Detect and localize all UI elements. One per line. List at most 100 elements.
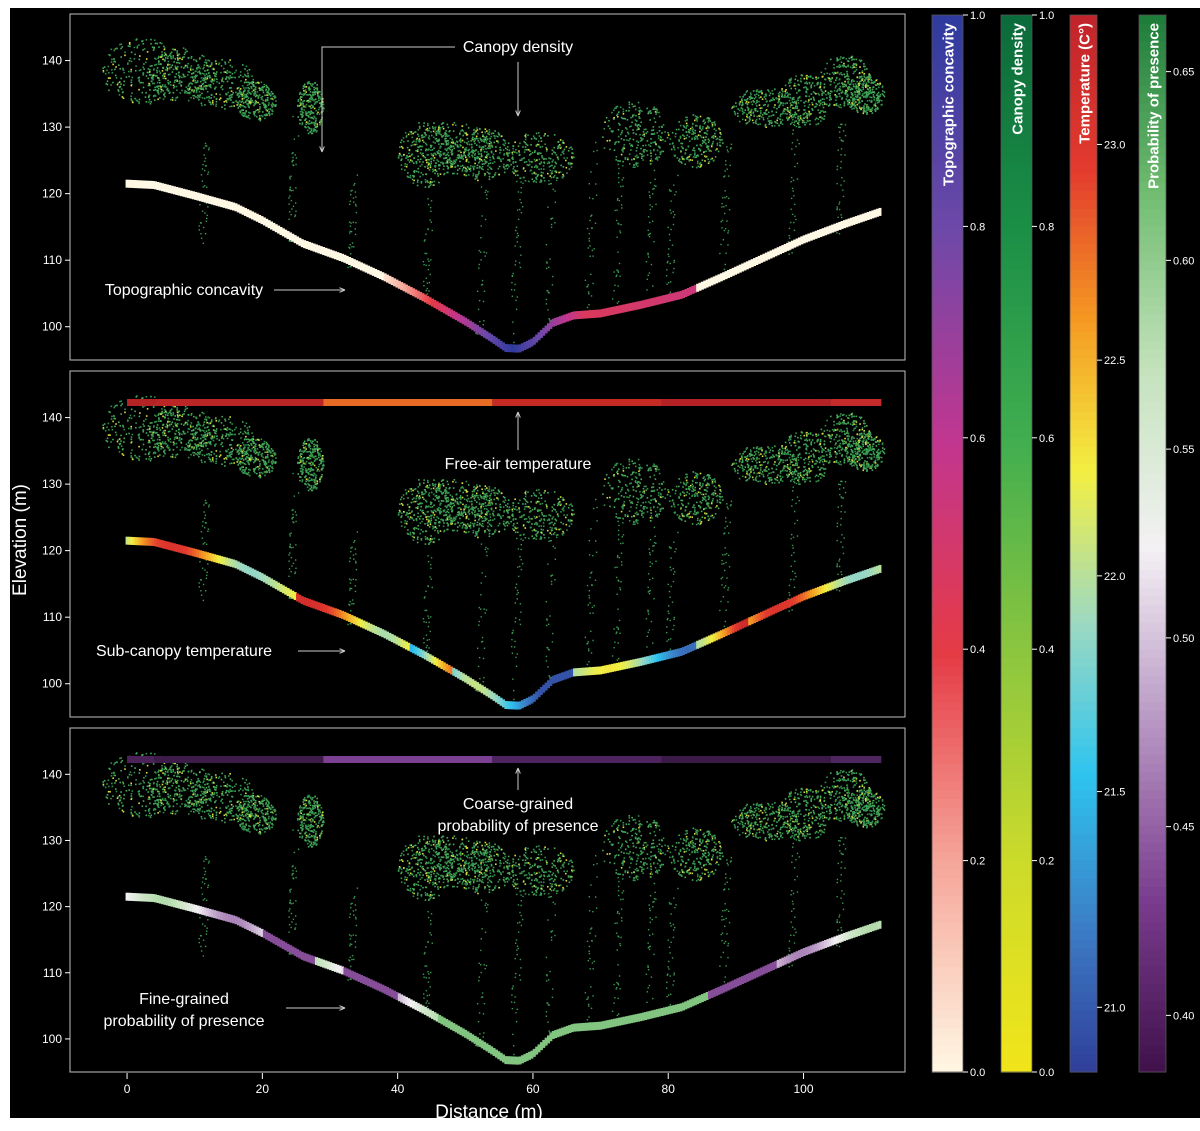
canopy-point [847,87,849,89]
canopy-point [314,93,316,95]
canopy-point [702,159,704,161]
canopy-point [693,149,695,151]
canopy-point [198,99,200,101]
canopy-point [686,125,688,127]
canopy-point [661,126,663,128]
canopy-point [268,112,270,114]
canopy-point [435,169,437,171]
canopy-point [855,83,857,85]
canopy-point [503,149,505,151]
canopy-point [300,104,302,106]
canopy-point [470,151,472,153]
canopy-point [146,432,148,434]
canopy-point [697,155,699,157]
canopy-point [622,185,623,186]
canopy-point [162,90,164,92]
canopy-point [300,111,302,113]
canopy-point [428,163,430,165]
canopy-point [411,160,413,162]
canopy-point [231,66,233,68]
canopy-point [622,130,624,132]
canopy-point [262,96,264,98]
canopy-point [553,177,554,178]
canopy-point [204,170,205,171]
canopy-point [426,277,427,278]
canopy-point [801,74,803,76]
canopy-point [845,85,847,87]
canopy-point [462,170,464,172]
canopy-point [771,122,773,124]
canopy-point [747,103,749,105]
canopy-point [494,130,496,132]
canopy-point [160,56,162,58]
canopy-point [636,140,638,142]
canopy-point [153,83,155,85]
canopy-point [542,157,544,159]
canopy-point [201,77,203,79]
canopy-point [534,166,536,168]
canopy-point [847,66,849,68]
canopy-point [139,70,141,72]
canopy-point [413,162,415,164]
canopy-point [482,134,484,136]
canopy-point [520,192,521,193]
canopy-point [268,104,270,106]
canopy-point [876,94,878,96]
canopy-point [757,89,759,91]
canopy-point [474,153,476,155]
canopy-point [132,102,134,104]
canopy-point [707,130,709,132]
canopy-point [316,101,318,103]
canopy-point [618,177,619,178]
canopy-point [124,55,126,57]
canopy-point [215,105,217,107]
canopy-point [499,149,501,151]
canopy-point [784,94,786,96]
canopy-point [537,144,539,146]
canopy-point [648,256,649,257]
canopy-point [763,104,765,106]
canopy-point [146,58,148,60]
canopy-point [836,183,837,184]
canopy-point [784,113,786,115]
canopy-point [596,163,597,164]
canopy-point [647,253,648,254]
canopy-point [792,119,794,121]
canopy-point [466,134,468,136]
canopy-point [320,98,322,100]
canopy-point [807,120,809,122]
canopy-point [176,50,178,52]
canopy-point [631,144,633,146]
canopy-point [428,135,430,137]
canopy-point [545,158,547,160]
canopy-point [593,151,594,152]
canopy-point [434,129,436,131]
canopy-point [315,91,317,93]
canopy-point [184,90,186,92]
canopy-point [812,82,814,84]
canopy-point [423,281,424,282]
canopy-point [658,126,660,128]
canopy-point [493,132,495,134]
canopy-point [151,438,153,440]
canopy-point [845,66,847,68]
canopy-point [489,178,491,180]
canopy-point [693,156,695,158]
canopy-point [689,140,691,142]
canopy-point [251,87,253,89]
canopy-point [783,110,785,112]
canopy-point [207,206,208,207]
canopy-point [197,97,199,99]
canopy-point [449,159,451,161]
canopy-point [242,115,244,117]
canopy-point [148,83,150,85]
canopy-point [487,172,488,173]
canopy-point [649,204,650,205]
canopy-point [208,149,209,150]
canopy-point [855,67,857,69]
canopy-point [207,78,209,80]
canopy-point [111,418,113,420]
canopy-point [505,147,507,149]
canopy-point [310,117,312,119]
canopy-point [479,300,480,301]
